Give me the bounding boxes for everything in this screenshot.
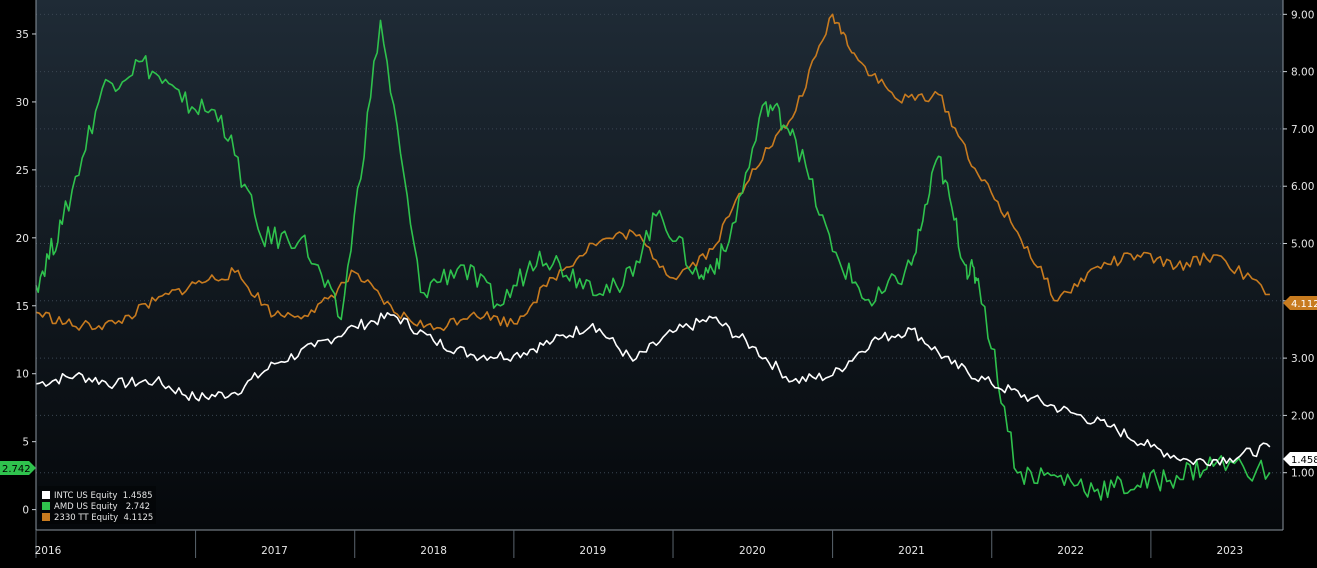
right-axis: 1.002.003.004.005.006.007.008.009.00	[1282, 0, 1314, 530]
left-tick-label-4: 20	[16, 233, 29, 245]
badge-text-intc: 1.458	[1291, 455, 1317, 466]
right-tick-label-6: 7.00	[1291, 124, 1314, 136]
legend-label-tsmc: 2330 TT Equity 4.1125	[54, 513, 153, 523]
x-tick-label-5: 2021	[898, 545, 925, 557]
legend-background	[38, 486, 156, 524]
legend-swatch-tsmc	[42, 513, 50, 521]
badge-shape-intc	[1283, 452, 1317, 466]
x-axis: 2016 2017 2018 2019 2020 2021 2022 2023	[35, 529, 1283, 558]
legend: INTC US Equity 1.4585 AMD US Equity 2.74…	[38, 486, 156, 524]
badge-text-amd: 2.742	[2, 464, 31, 475]
badge-shape-tsmc	[1283, 296, 1317, 310]
left-axis: 0 5 10 15 20 25 30 35	[16, 0, 37, 530]
series-line-1	[35, 19, 1271, 501]
left-tick-label-6: 30	[16, 97, 29, 109]
right-tick-label-4: 5.00	[1291, 239, 1314, 251]
series-layer	[35, 13, 1271, 501]
x-tick-label-2: 2018	[420, 545, 447, 557]
legend-label-amd: AMD US Equity 2.742	[54, 502, 150, 512]
left-tick-label-7: 35	[16, 29, 29, 41]
last-value-badge-intc: 1.458	[1283, 452, 1317, 466]
legend-label-intc: INTC US Equity 1.4585	[54, 491, 153, 501]
left-tick-label-0: 0	[22, 505, 29, 517]
right-tick-label-0: 1.00	[1291, 468, 1314, 480]
last-value-badge-tsmc: 4.112	[1283, 296, 1317, 310]
x-tick-label-7: 2023	[1216, 545, 1243, 557]
left-tick-label-2: 10	[16, 369, 29, 381]
x-tick-label-1: 2017	[261, 545, 288, 557]
badge-text-tsmc: 4.112	[1291, 299, 1317, 310]
series-line-2	[35, 13, 1270, 332]
x-tick-label-6: 2022	[1057, 545, 1084, 557]
left-tick-label-3: 15	[16, 301, 29, 313]
x-tick-label-0: 2016	[35, 545, 62, 557]
legend-swatch-amd	[42, 502, 50, 510]
x-tick-label-4: 2020	[739, 545, 766, 557]
left-tick-label-5: 25	[16, 165, 29, 177]
left-tick-label-1: 5	[22, 437, 29, 449]
plot-area	[36, 0, 1283, 530]
last-value-badge-amd: 2.742	[0, 461, 36, 475]
right-tick-label-8: 9.00	[1291, 9, 1314, 21]
badge-shape-amd	[0, 461, 36, 475]
series-line-0	[35, 312, 1271, 467]
x-tick-label-3: 2019	[579, 545, 606, 557]
right-tick-label-7: 8.00	[1291, 67, 1314, 79]
legend-swatch-intc	[42, 491, 50, 499]
right-tick-label-1: 2.00	[1291, 410, 1314, 422]
right-tick-label-5: 6.00	[1291, 181, 1314, 193]
right-tick-label-2: 3.00	[1291, 353, 1314, 365]
